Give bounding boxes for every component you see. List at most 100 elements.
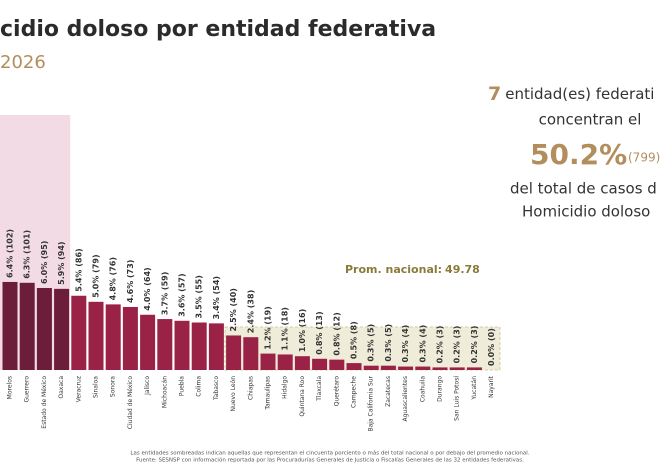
bar [140,314,156,370]
footnote: Las entidades sombreadas indican aquella… [130,450,529,457]
value-label: 1.0% (16) [298,309,307,352]
bar [294,356,310,370]
bar [71,295,87,370]
value-label: 0.8% (13) [315,311,324,354]
x-tick-label: Jalisco [144,376,151,396]
x-tick-label: Campeche [351,376,358,408]
bar [174,320,190,370]
bar [19,282,35,370]
callout-line: 7 entidad(es) federati [488,83,654,105]
callout-text: concentran el [539,111,642,129]
value-label: 2.4% (38) [246,290,255,333]
bar [277,354,293,370]
x-tick-label: Ciudad de México [127,376,134,430]
callout-cases: (799) [628,151,660,165]
footnote: Fuente: SESNSP con información reportada… [136,457,524,464]
value-label: 1.1% (18) [281,307,290,350]
x-tick-label: Guerrero [24,376,31,403]
bar [243,337,259,370]
callout-text: entidad(es) federati [505,85,654,103]
bar [157,319,173,370]
bar [346,363,362,370]
callout-text: Homicidio doloso [522,203,650,221]
x-tick-label: Sinaloa [93,376,100,398]
bar [415,366,431,370]
bar [105,304,121,370]
x-tick-label: Puebla [179,376,186,396]
value-label: 3.5% (55) [195,275,204,318]
value-label: 6.4% (102) [6,229,15,278]
bar [88,301,104,370]
x-tick-label: Colima [196,376,203,397]
bar [398,366,414,370]
value-label: 0.5% (8) [350,321,359,359]
value-label: 0.3% (5) [384,324,393,362]
value-label: 3.6% (57) [178,273,187,316]
value-label: 5.4% (86) [74,248,83,291]
value-label: 0.3% (4) [418,325,427,363]
x-tick-label: Aguascalientes [402,376,409,422]
value-label: 0.3% (5) [367,324,376,362]
x-tick-label: Chiapas [247,376,254,400]
callout-share: 50.2% [530,138,627,171]
value-label: 0.3% (4) [401,325,410,363]
x-tick-label: Estado de México [41,376,48,429]
x-tick-label: Baja California Sur [368,375,375,431]
value-label: 6.3% (101) [23,230,32,279]
value-label: 5.9% (94) [57,241,66,284]
value-label: 0.0% (0) [487,328,496,366]
bar [312,358,328,370]
x-tick-label: Morelos [7,376,14,399]
x-tick-label: Zacatecas [385,376,392,407]
x-tick-label: Nayarit [488,375,495,398]
x-tick-label: Tabasco [213,376,220,401]
bar [432,367,448,370]
x-tick-label: Tlaxcala [316,376,323,402]
value-label: 1.2% (19) [264,306,273,349]
value-label: 0.2% (3) [453,326,462,364]
x-tick-label: Michoacán [161,376,168,408]
value-label: 0.2% (3) [436,326,445,364]
x-tick-label: Veracruz [75,376,82,402]
bar [466,367,482,370]
callout-text: del total de casos d [510,180,657,198]
value-label: 4.0% (64) [143,267,152,310]
bar [54,288,70,370]
value-label: 5.0% (79) [92,254,101,297]
average-label: Prom. nacional: 49.78 [345,263,480,276]
bar [260,353,276,370]
value-label: 3.4% (54) [212,276,221,319]
x-tick-label: Hidalgo [282,376,289,399]
bar [363,365,379,370]
bar [449,367,465,370]
callout-count: 7 [488,83,501,105]
x-tick-label: Querétaro [333,376,340,407]
x-tick-label: Tamaulipas [265,376,272,411]
bar [191,322,207,370]
x-tick-label: Yucatán [471,376,478,401]
bar [122,306,138,370]
value-label: 0.8% (12) [332,312,341,355]
x-tick-label: Coahuila [419,376,426,402]
bar [380,365,396,370]
x-tick-label: Sonora [110,376,117,397]
x-tick-label: Oaxaca [58,376,65,399]
value-label: 6.0% (95) [40,241,49,284]
bar [226,335,242,370]
x-tick-label: Durango [437,376,444,402]
chart-subtitle: 2026 [0,52,46,73]
value-label: 2.5% (40) [229,288,238,331]
x-tick-label: Quintana Roo [299,376,306,417]
value-label: 4.6% (73) [126,260,135,303]
bar [329,359,345,370]
value-label: 0.2% (3) [470,326,479,364]
value-label: 4.8% (76) [109,257,118,300]
average-value: 49.78 [445,263,480,276]
value-label: 3.7% (59) [160,272,169,315]
bar [2,281,18,370]
bar [208,323,224,370]
x-tick-label: San Luis Potosí [454,376,461,421]
chart-title: cidio doloso por entidad federativa [0,17,436,42]
bar [36,287,52,370]
